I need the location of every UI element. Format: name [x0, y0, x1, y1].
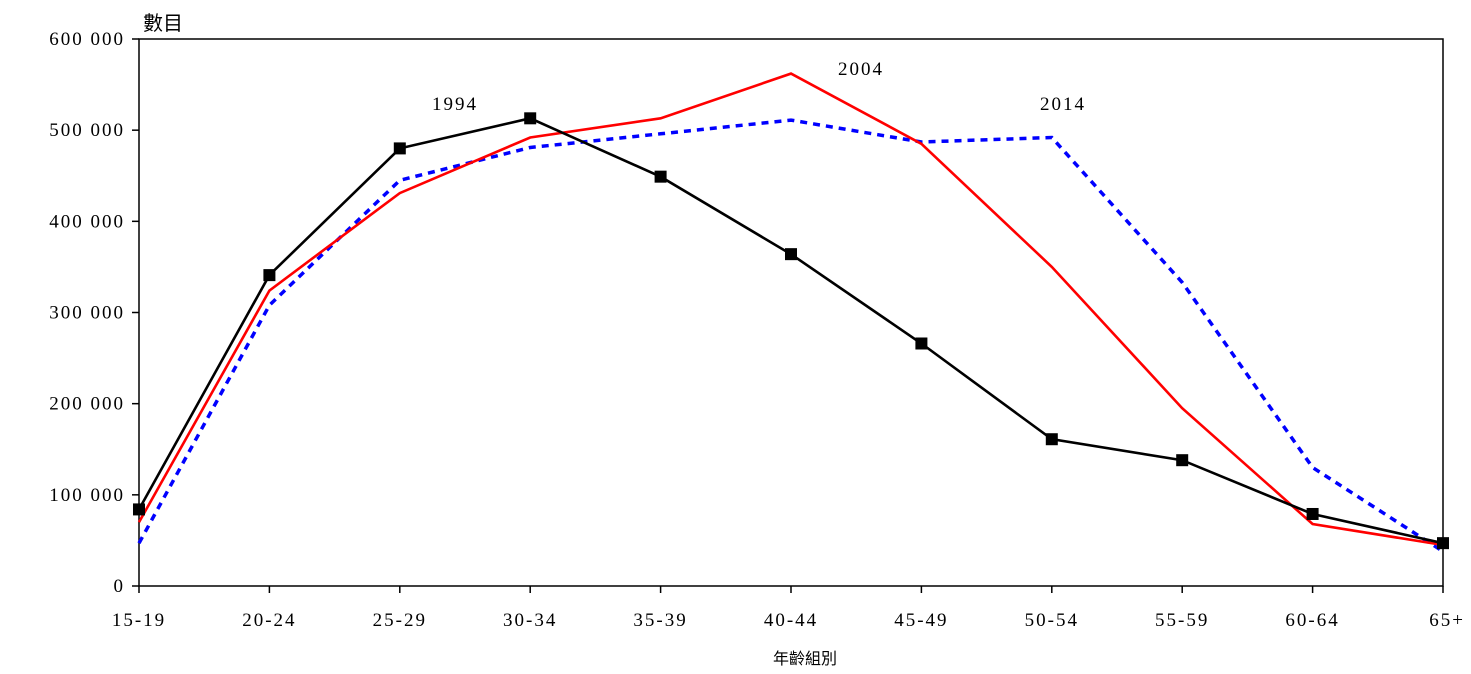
y-tick-label: 500 000 [49, 120, 125, 141]
y-tick-label: 600 000 [49, 29, 125, 50]
x-tick-label: 50-54 [1025, 610, 1079, 631]
y-tick-label: 400 000 [49, 211, 125, 232]
x-tick-label: 15-19 [112, 610, 166, 631]
series-line-1994 [137, 116, 1444, 545]
series-line-2014 [137, 118, 1444, 553]
x-tick-label: 60-64 [1285, 610, 1339, 631]
x-tick-label: 25-29 [373, 610, 427, 631]
series-labels: 1994 2004 2014 [432, 59, 1086, 115]
data-point-1994-25-29 [393, 142, 406, 155]
data-point-1994-50-54 [1045, 433, 1058, 446]
x-tick-label: 40-44 [764, 610, 818, 631]
x-tick-label: 35-39 [633, 610, 687, 631]
x-tick-label: 20-24 [242, 610, 296, 631]
data-point-1994-20-24 [263, 269, 276, 282]
data-point-1994-45-49 [915, 337, 928, 350]
series-line-2004 [137, 72, 1444, 547]
series-label-2014: 2014 [1040, 94, 1086, 115]
data-point-1994-35-39 [654, 170, 667, 183]
x-tick-label: 30-34 [503, 610, 557, 631]
x-tick-label: 55-59 [1155, 610, 1209, 631]
y-axis-title: 數目 [143, 11, 183, 35]
axes: 0 100 000 200 000 300 000 400 000 500 000 600 … [49, 29, 1465, 631]
series-label-2004: 2004 [838, 59, 884, 80]
series-label-1994: 1994 [432, 94, 478, 115]
data-point-1994-40-44 [785, 248, 797, 261]
x-tick-label: 45-49 [894, 610, 948, 631]
data-point-1994-55-59 [1176, 454, 1189, 467]
y-tick-label: 200 000 [49, 394, 125, 415]
data-point-1994-60-64 [1306, 507, 1319, 520]
y-tick-label: 0 [114, 576, 126, 597]
data-point-1994-65+ [1437, 537, 1449, 550]
data-point-1994-15-19 [133, 503, 145, 516]
data-point-1994-30-34 [524, 112, 537, 125]
y-tick-label: 300 000 [49, 303, 125, 324]
y-tick-label: 100 000 [49, 485, 125, 506]
series-layer [133, 72, 1449, 553]
x-tick-label: 65+ [1429, 610, 1465, 631]
x-axis-title: 年齡組別 [773, 649, 837, 668]
